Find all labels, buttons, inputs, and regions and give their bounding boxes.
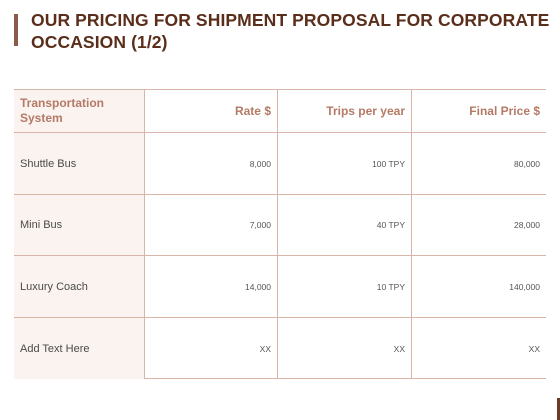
pricing-table: Transportation System Rate $ Trips per y… xyxy=(14,89,546,379)
page-title: OUR PRICING FOR SHIPMENT PROPOSAL FOR CO… xyxy=(31,10,550,52)
header-label: Rate $ xyxy=(234,103,271,118)
cell-final-price: 28,000 xyxy=(412,195,546,255)
header-label: Final Price $ xyxy=(469,103,540,118)
cell-rate: 7,000 xyxy=(145,195,278,255)
table-row: Luxury Coach 14,000 10 TPY 140,000 xyxy=(14,256,546,318)
header-cell-trips-per-year: Trips per year xyxy=(278,90,412,132)
rate-value: 7,000 xyxy=(249,220,271,230)
rate-value: 8,000 xyxy=(249,158,271,169)
cell-final-price: 140,000 xyxy=(412,256,546,317)
cell-transportation-system: Add Text Here xyxy=(14,318,145,379)
cell-trips: 10 TPY xyxy=(278,256,412,317)
cell-trips: 40 TPY xyxy=(278,195,412,255)
table-row: Shuttle Bus 8,000 100 TPY 80,000 xyxy=(14,133,546,195)
final-price-value: XX xyxy=(528,343,540,354)
header-cell-rate: Rate $ xyxy=(145,90,278,132)
cell-final-price: 80,000 xyxy=(412,133,546,194)
final-price-value: 140,000 xyxy=(509,281,540,292)
trips-value: 100 TPY xyxy=(372,158,405,169)
table-row: Mini Bus 7,000 40 TPY 28,000 xyxy=(14,195,546,256)
header-label: Transportation System xyxy=(20,96,105,125)
trips-value: 10 TPY xyxy=(376,281,405,292)
rate-value: XX xyxy=(259,343,271,354)
cell-trips: XX xyxy=(278,318,412,379)
row-label: Mini Bus xyxy=(20,219,63,231)
row-label: Luxury Coach xyxy=(20,280,88,293)
row-label: Shuttle Bus xyxy=(20,157,77,170)
cell-rate: 8,000 xyxy=(145,133,278,194)
final-price-value: 80,000 xyxy=(514,158,540,169)
cell-rate: XX xyxy=(145,318,278,379)
title-accent-bar xyxy=(14,14,18,46)
table-header-row: Transportation System Rate $ Trips per y… xyxy=(14,90,546,133)
header-cell-transportation-system: Transportation System xyxy=(14,90,145,132)
rate-value: 14,000 xyxy=(245,281,271,292)
cell-transportation-system: Luxury Coach xyxy=(14,256,145,317)
cell-transportation-system: Mini Bus xyxy=(14,195,145,255)
cell-transportation-system: Shuttle Bus xyxy=(14,133,145,194)
table-row: Add Text Here XX XX XX xyxy=(14,318,546,379)
row-label: Add Text Here xyxy=(20,342,90,355)
cell-final-price: XX xyxy=(412,318,546,379)
trips-value: 40 TPY xyxy=(376,220,405,230)
trips-value: XX xyxy=(393,343,405,354)
final-price-value: 28,000 xyxy=(514,220,540,230)
header-cell-final-price: Final Price $ xyxy=(412,90,546,132)
header-label: Trips per year xyxy=(326,103,405,118)
cell-rate: 14,000 xyxy=(145,256,278,317)
cell-trips: 100 TPY xyxy=(278,133,412,194)
corner-accent-mark xyxy=(557,398,560,420)
